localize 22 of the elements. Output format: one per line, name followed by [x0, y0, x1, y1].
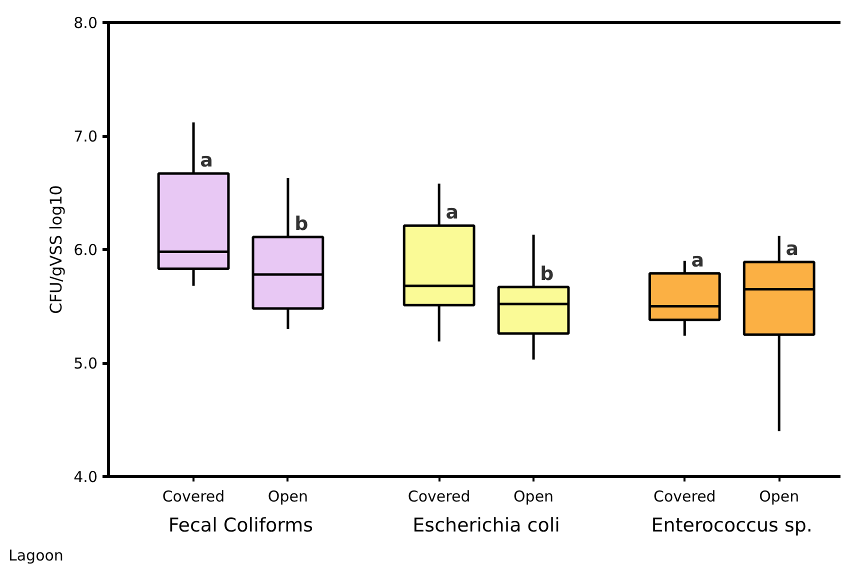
- y-tick-label: 6.0: [74, 241, 98, 259]
- text: b: [294, 213, 308, 236]
- text: a: [691, 249, 704, 272]
- text: a: [200, 149, 213, 172]
- y-tick-label: 5.0: [74, 354, 98, 372]
- text: a: [786, 238, 799, 260]
- text: Fecal Coliforms: [168, 514, 314, 536]
- text: b: [540, 262, 554, 285]
- y-tick-label: 4.0: [74, 468, 98, 486]
- x-tick-label: Covered: [162, 488, 225, 506]
- x-tick-label: Covered: [408, 488, 470, 506]
- x-axis-title: Lagoon: [8, 546, 64, 564]
- x-tick-label: Covered: [653, 488, 716, 506]
- y-tick-label: 7.0: [74, 128, 98, 146]
- x-tick-label: Open: [759, 488, 800, 506]
- y-tick-label: 8.0: [74, 14, 98, 32]
- x-tick-label: Open: [268, 488, 308, 506]
- text: Enterococcus sp.: [651, 514, 812, 536]
- y-axis-title: CFU/gVSS log10: [46, 185, 66, 314]
- text: a: [446, 202, 459, 224]
- text: Escherichia coli: [412, 514, 560, 536]
- x-tick-label: Open: [514, 488, 554, 506]
